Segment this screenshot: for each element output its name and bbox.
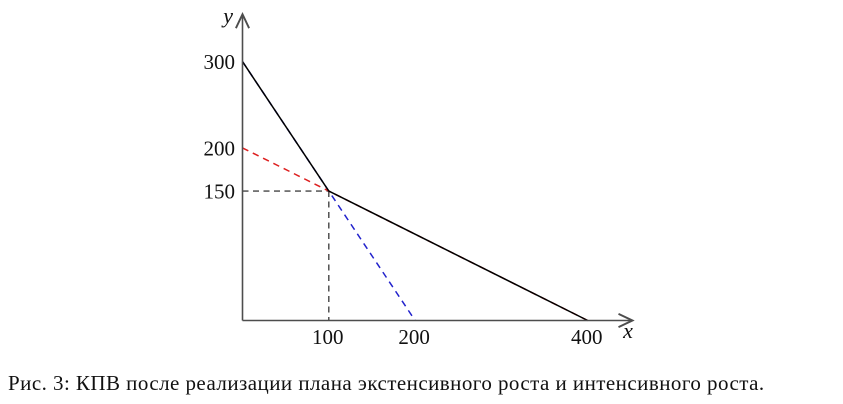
x-tick-label-100: 100 [312, 325, 344, 349]
y-tick-label-200: 200 [204, 136, 236, 160]
y-tick-label-150: 150 [204, 180, 236, 204]
x-tick-label-200: 200 [398, 325, 430, 349]
ppf-plot-canvas: 150 200 300 100 200 400 y x [204, 3, 843, 349]
y-axis-label: y [221, 3, 233, 28]
figure-caption: Рис. 3: КПВ после реализации плана эксте… [8, 371, 765, 395]
x-axis-label: x [622, 318, 633, 343]
series-new-ppf-solid-black [241, 61, 589, 322]
x-tick-label-400: 400 [571, 325, 603, 349]
y-tick-label-300: 300 [204, 50, 236, 74]
